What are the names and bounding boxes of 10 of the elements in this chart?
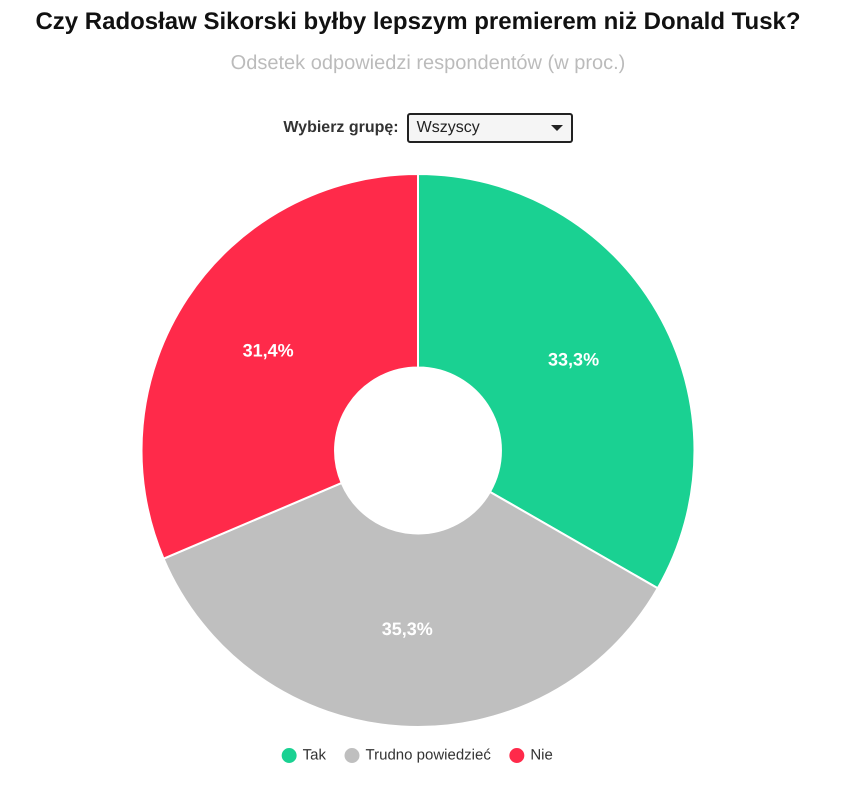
data-label: 35,3% [382, 618, 433, 639]
chart-subtitle: Odsetek odpowiedzi respondentów (w proc.) [230, 52, 626, 75]
legend-label: Nie [530, 746, 553, 764]
legend-label: Tak [302, 746, 326, 764]
legend-label: Trudno powiedzieć [365, 746, 492, 764]
text: Wybierz grupę: [283, 119, 399, 137]
data-label: 33,3% [548, 349, 600, 370]
data-label: 31,4% [242, 340, 294, 360]
chart-title: Czy Radosław Sikorski byłby lepszym premierem niż Donald Tusk? [34, 8, 802, 36]
dropdown-field: Wszyscy [406, 113, 573, 143]
